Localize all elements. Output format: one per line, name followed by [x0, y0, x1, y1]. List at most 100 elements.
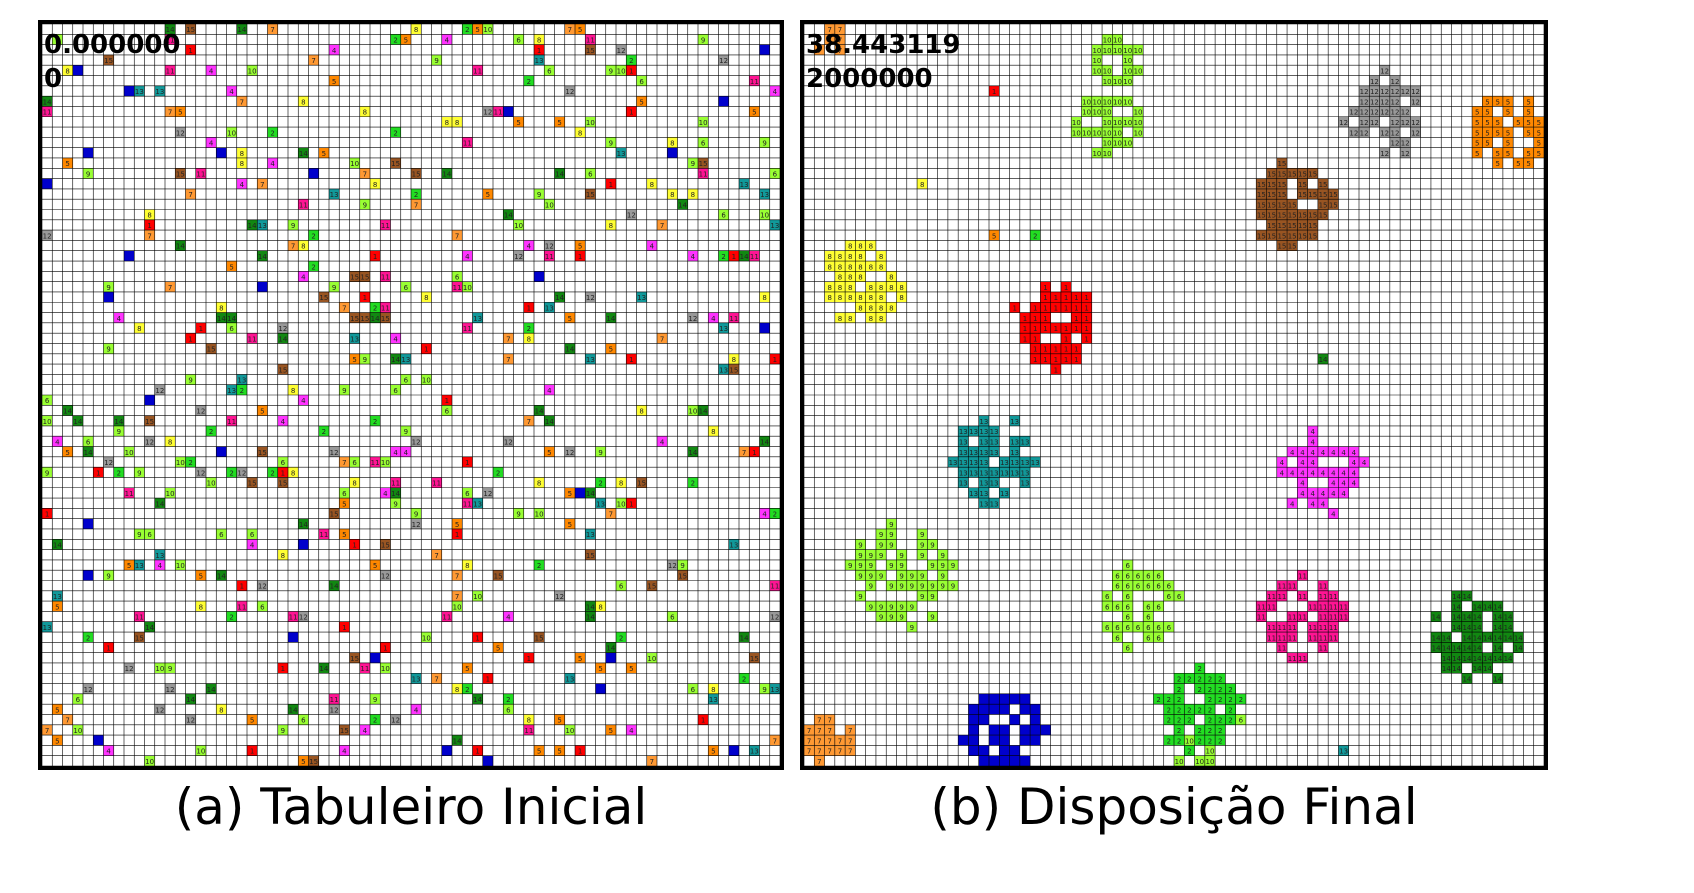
agent-cell-type-3 [1040, 724, 1051, 736]
agent-cell-type-4 [1328, 487, 1339, 499]
agent-cell-type-11 [1287, 621, 1298, 633]
agent-type-label: 9 [941, 562, 945, 570]
agent-cell-type-4 [626, 724, 637, 736]
agent-type-label: 10 [514, 222, 523, 230]
agent-cell-type-11 [1307, 601, 1318, 612]
agent-cell-type-13 [968, 467, 979, 478]
agent-type-label: 11 [1288, 614, 1297, 622]
agent-cell-type-8 [834, 261, 846, 272]
agent-cell-type-5 [52, 735, 63, 746]
agent-type-label: 13 [979, 490, 988, 498]
agent-type-label: 13 [969, 428, 978, 436]
agent-cell-type-9 [855, 559, 866, 571]
agent-cell-type-15 [257, 446, 268, 457]
agent-type-label: 9 [848, 562, 852, 570]
agent-cell-type-13 [958, 477, 969, 488]
agent-type-label: 10 [1185, 737, 1194, 745]
agent-cell-type-9 [534, 188, 545, 200]
agent-type-label: 14 [586, 603, 595, 611]
agent-cell-type-14 [1492, 621, 1503, 633]
agent-cell-type-8 [865, 261, 876, 272]
agent-cell-type-9 [42, 467, 53, 478]
agent-cell-type-3 [595, 683, 606, 694]
agent-type-label: 5 [568, 521, 572, 529]
agent-type-label: 10 [1206, 748, 1215, 756]
agent-cell-type-7 [845, 735, 856, 746]
agent-type-label: 10 [73, 727, 82, 735]
agent-type-label: 15 [1288, 201, 1297, 209]
agent-cell-type-11 [544, 250, 555, 262]
agent-cell-type-8 [349, 477, 360, 488]
agent-type-label: 15 [1298, 212, 1307, 220]
agent-type-label: 13 [719, 366, 728, 374]
agent-cell-type-1 [93, 467, 104, 478]
agent-cell-type-3 [1009, 714, 1020, 725]
agent-cell-type-12 [380, 570, 391, 581]
agent-cell-type-14 [175, 240, 186, 251]
agent-cell-type-8 [886, 271, 897, 282]
agent-type-label: 9 [106, 572, 110, 580]
agent-cell-type-5 [1472, 116, 1483, 128]
agent-cell-type-12 [1359, 106, 1370, 117]
agent-cell-type-14 [52, 539, 63, 550]
agent-type-label: 6 [691, 686, 696, 694]
agent-type-label: 9 [363, 356, 367, 364]
agent-cell-type-6 [277, 456, 288, 468]
agent-type-label: 6 [1105, 603, 1110, 611]
agent-cell-type-13 [595, 498, 606, 509]
agent-type-label: 14 [555, 294, 564, 302]
agent-type-label: 4 [1331, 449, 1336, 457]
agent-cell-type-13 [718, 322, 729, 334]
agent-type-label: 9 [869, 603, 873, 611]
agent-cell-type-15 [1256, 230, 1267, 241]
agent-cell-type-1 [1030, 333, 1041, 344]
agent-cell-type-10 [1122, 137, 1133, 148]
agent-cell-type-14 [1461, 632, 1473, 643]
agent-type-label: 11 [1267, 593, 1276, 601]
agent-cell-type-14 [390, 353, 401, 365]
agent-type-label: 9 [373, 696, 377, 704]
agent-type-label: 11 [453, 284, 462, 292]
agent-cell-type-14 [370, 312, 381, 323]
agent-type-label: 14 [1493, 624, 1502, 632]
agent-cell-type-7 [769, 735, 780, 746]
agent-type-label: 13 [959, 449, 968, 457]
agent-cell-type-7 [411, 199, 422, 210]
agent-type-label: 6 [506, 706, 511, 714]
agent-cell-type-1 [626, 498, 637, 509]
agent-type-label: 9 [291, 222, 295, 230]
agent-type-label: 2 [1167, 737, 1171, 745]
agent-cell-type-5 [247, 714, 258, 725]
agent-type-label: 15 [1329, 201, 1338, 209]
agent-type-label: 1 [1033, 356, 1037, 364]
agent-type-label: 14 [227, 315, 236, 323]
agent-cell-type-11 [585, 34, 596, 45]
agent-type-label: 4 [55, 438, 60, 446]
agent-cell-type-8 [441, 116, 452, 128]
agent-type-label: 2 [1228, 706, 1232, 714]
agent-type-label: 4 [229, 88, 234, 96]
agent-type-label: 8 [889, 304, 893, 312]
agent-type-label: 7 [827, 37, 831, 45]
agent-type-label: 15 [412, 171, 421, 179]
agent-cell-type-3 [718, 96, 729, 107]
agent-type-label: 13 [1010, 459, 1019, 467]
agent-cell-type-13 [1009, 467, 1020, 478]
agent-cell-type-14 [1482, 662, 1493, 674]
agent-type-label: 10 [463, 284, 472, 292]
agent-cell-type-9 [855, 590, 866, 602]
agent-cell-type-7 [824, 24, 835, 35]
agent-cell-type-7 [308, 54, 319, 66]
agent-cell-type-11 [1338, 601, 1349, 612]
agent-type-label: 14 [1514, 645, 1523, 653]
agent-type-label: 2 [311, 263, 315, 271]
agent-cell-type-5 [339, 528, 350, 540]
agent-cell-type-13 [42, 621, 53, 633]
agent-type-label: 14 [555, 171, 564, 179]
agent-type-label: 2 [1033, 232, 1037, 240]
agent-type-label: 10 [1113, 78, 1122, 86]
agent-type-label: 5 [1526, 160, 1530, 168]
agent-cell-type-2 [523, 322, 534, 334]
agent-cell-type-2 [1215, 735, 1226, 746]
agent-cell-type-4 [1338, 477, 1349, 488]
